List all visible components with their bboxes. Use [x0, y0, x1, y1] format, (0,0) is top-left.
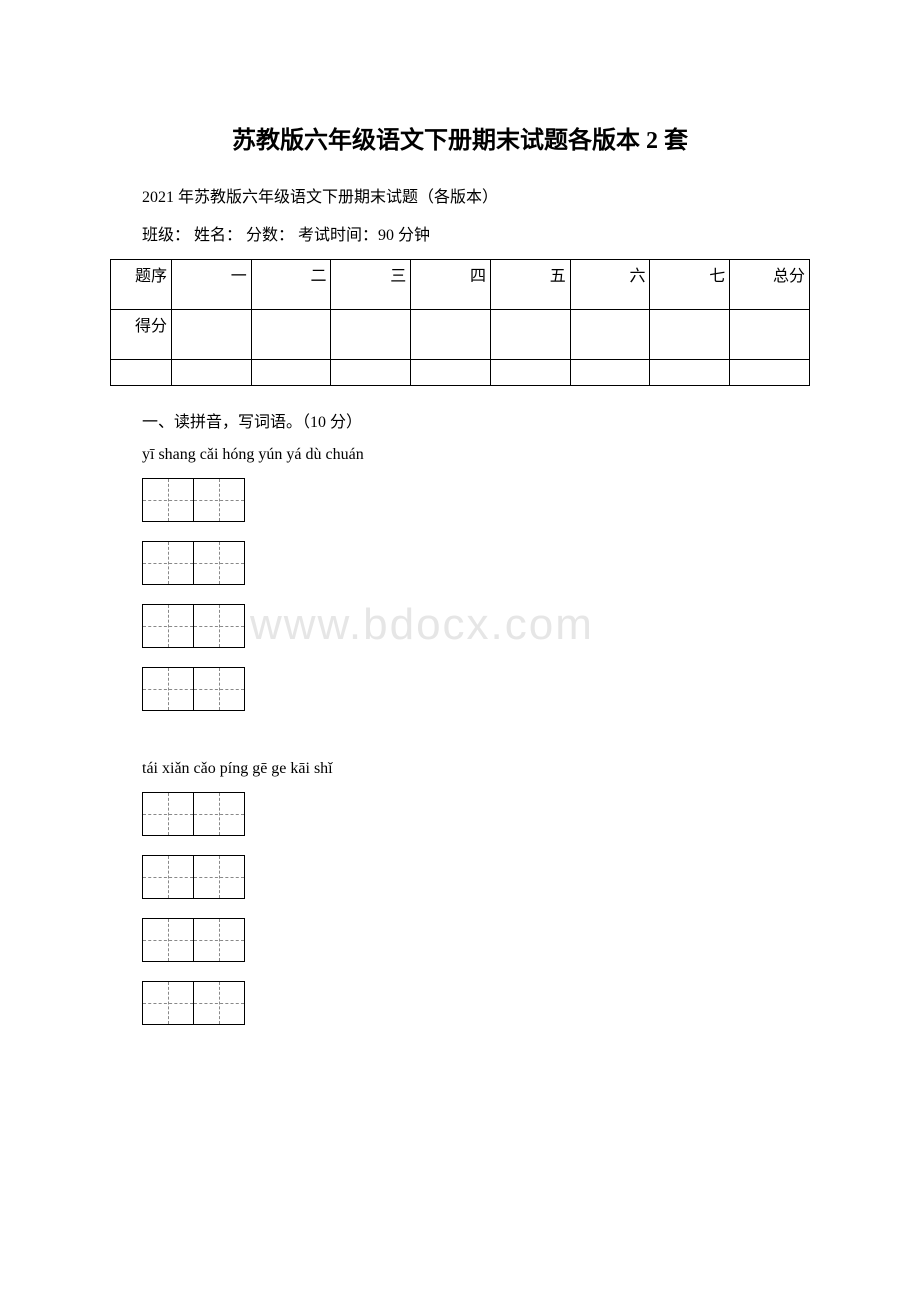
tian-cell — [142, 981, 194, 1025]
tian-cell — [142, 855, 194, 899]
document-content: 苏教版六年级语文下册期末试题各版本 2 套 2021 年苏教版六年级语文下册期末… — [110, 120, 810, 1030]
tian-cell — [193, 478, 245, 522]
pinyin-line: tái xiǎn cǎo píng gē ge kāi shǐ — [110, 760, 810, 778]
score-cell — [730, 360, 810, 386]
score-cell — [490, 360, 570, 386]
tian-cell — [193, 981, 245, 1025]
tian-row — [142, 918, 810, 967]
score-cell — [411, 310, 491, 360]
col-header: 六 — [570, 260, 650, 310]
table-row — [111, 360, 810, 386]
tian-cell — [193, 792, 245, 836]
col-header: 一 — [171, 260, 251, 310]
tian-grid-group-2 — [142, 792, 810, 1030]
col-header: 四 — [411, 260, 491, 310]
score-cell — [251, 360, 331, 386]
col-header: 五 — [490, 260, 570, 310]
tian-cell — [193, 918, 245, 962]
tian-cell — [142, 792, 194, 836]
tian-cell — [142, 604, 194, 648]
tian-row — [142, 981, 810, 1030]
tian-row — [142, 855, 810, 904]
page-title: 苏教版六年级语文下册期末试题各版本 2 套 — [110, 120, 810, 155]
table-row: 得分 — [111, 310, 810, 360]
tian-cell — [193, 604, 245, 648]
tian-row — [142, 541, 810, 590]
score-cell — [650, 360, 730, 386]
tian-cell — [142, 918, 194, 962]
subtitle-text: 2021 年苏教版六年级语文下册期末试题（各版本） — [110, 183, 810, 207]
col-header: 七 — [650, 260, 730, 310]
score-cell — [331, 310, 411, 360]
tian-cell — [142, 478, 194, 522]
score-cell — [570, 360, 650, 386]
table-row: 题序 一 二 三 四 五 六 七 总分 — [111, 260, 810, 310]
col-header: 二 — [251, 260, 331, 310]
tian-row — [142, 667, 810, 716]
pinyin-line: yī shang cǎi hóng yún yá dù chuán — [110, 446, 810, 464]
info-line: 班级： 姓名： 分数： 考试时间：90 分钟 — [110, 221, 810, 245]
tian-cell — [193, 541, 245, 585]
section-heading: 一、读拼音，写词语。（10 分） — [110, 408, 810, 432]
score-cell — [251, 310, 331, 360]
tian-grid-group-1 — [142, 478, 810, 716]
score-cell — [411, 360, 491, 386]
col-header: 三 — [331, 260, 411, 310]
tian-cell — [193, 667, 245, 711]
tian-cell — [142, 541, 194, 585]
col-header: 总分 — [730, 260, 810, 310]
score-cell — [490, 310, 570, 360]
score-cell — [171, 310, 251, 360]
score-table: 题序 一 二 三 四 五 六 七 总分 得分 — [110, 259, 810, 386]
score-cell — [331, 360, 411, 386]
spacer — [110, 730, 810, 760]
score-cell — [171, 360, 251, 386]
row-label: 得分 — [111, 310, 172, 360]
tian-cell — [142, 667, 194, 711]
score-cell — [650, 310, 730, 360]
tian-row — [142, 604, 810, 653]
row-label — [111, 360, 172, 386]
row-label: 题序 — [111, 260, 172, 310]
score-cell — [730, 310, 810, 360]
tian-row — [142, 478, 810, 527]
tian-row — [142, 792, 810, 841]
score-cell — [570, 310, 650, 360]
tian-cell — [193, 855, 245, 899]
